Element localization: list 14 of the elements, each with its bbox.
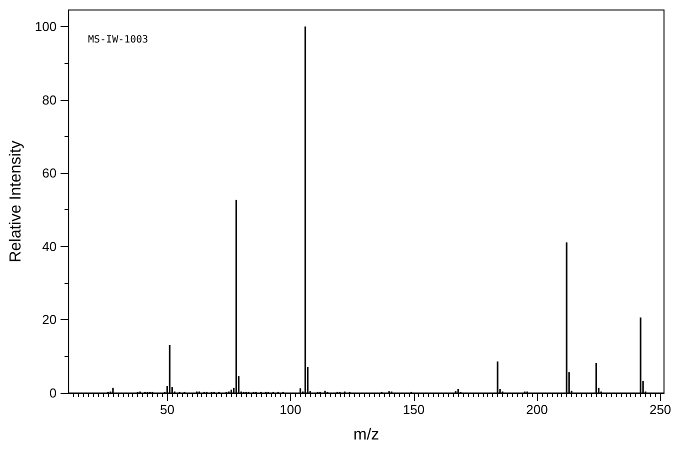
x-tick-label: 250 <box>649 402 672 417</box>
y-tick-label: 60 <box>42 166 57 181</box>
x-tick-label: 50 <box>160 402 174 417</box>
y-tick-label: 20 <box>42 312 57 328</box>
x-tick-label: 150 <box>402 402 425 417</box>
x-axis-title: m/z <box>353 426 380 444</box>
x-tick-label: 100 <box>280 402 302 417</box>
x-tick-label: 200 <box>526 402 548 417</box>
y-tick-label: 0 <box>49 386 57 400</box>
annotation: MS-IW-1003 <box>88 34 148 46</box>
y-tick-label: 40 <box>42 238 57 254</box>
y-tick-label: 80 <box>42 92 57 108</box>
y-tick-label: 100 <box>34 18 57 34</box>
y-axis-title: Relative Intensity <box>8 140 24 262</box>
